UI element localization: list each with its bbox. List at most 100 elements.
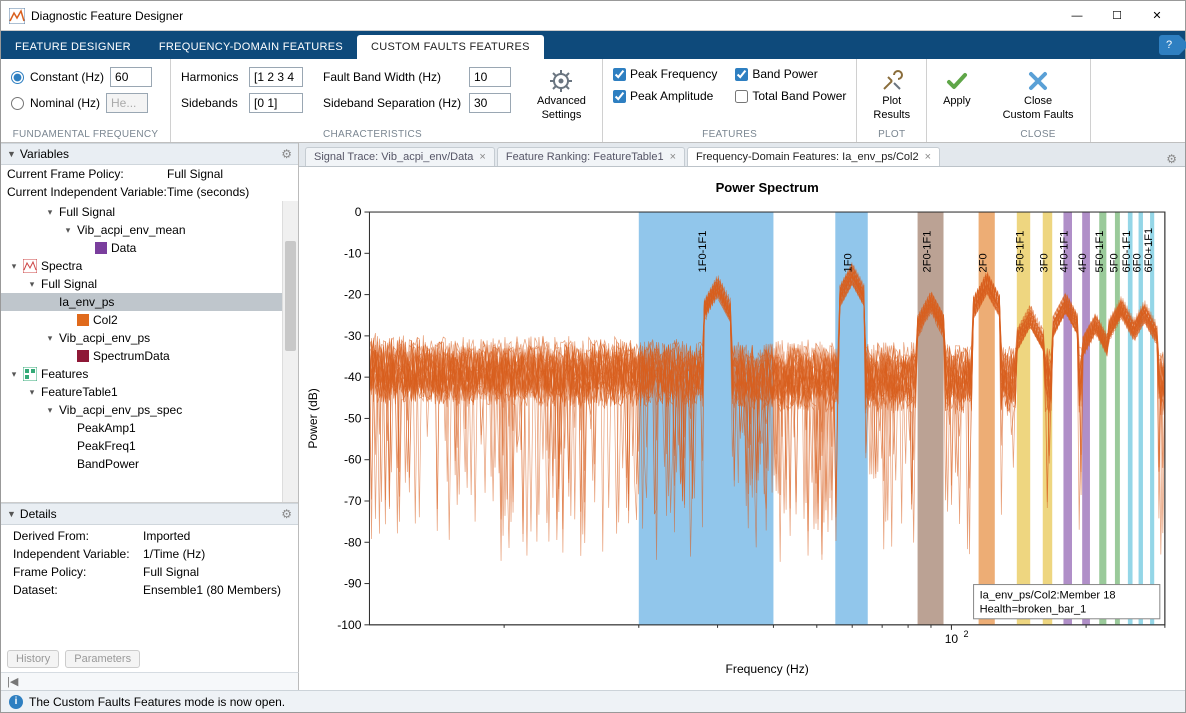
details-header[interactable]: ▼ Details ⚙ [1,503,298,525]
harmonics-label: Harmonics [181,70,243,84]
svg-text:4F0: 4F0 [1077,253,1089,272]
total-band-power-check[interactable] [735,90,748,103]
peak-amplitude-check[interactable] [613,90,626,103]
svg-text:3F0: 3F0 [1038,253,1050,272]
tree-node[interactable]: ▾FeatureTable1 [1,383,298,401]
document-tabs: Signal Trace: Vib_acpi_env/Data× Feature… [299,143,1185,167]
ribbon-tabstrip: FEATURE DESIGNER FREQUENCY-DOMAIN FEATUR… [1,31,1185,59]
tab-custom-faults-features[interactable]: CUSTOM FAULTS FEATURES [357,35,544,59]
apply-button[interactable]: Apply [937,67,977,123]
tree-node[interactable]: ▾Vib_acpi_env_ps [1,329,298,347]
minimize-button[interactable]: — [1057,5,1097,27]
svg-text:-60: -60 [344,453,362,467]
svg-text:Power Spectrum: Power Spectrum [716,180,819,195]
variables-tree[interactable]: ▾Full Signal▾Vib_acpi_env_meanData▾Spect… [1,201,298,502]
tree-node[interactable]: ▾Spectra [1,257,298,275]
close-caption: CLOSE [997,129,1080,140]
frame-policy-value: Full Signal [167,167,223,181]
help-button[interactable]: ? [1159,35,1179,55]
parameters-button[interactable]: Parameters [65,650,140,668]
tree-node[interactable]: PeakAmp1 [1,419,298,437]
tree-node[interactable]: ▾Full Signal [1,275,298,293]
sidebands-input[interactable] [249,93,303,113]
total-band-power-label: Total Band Power [752,89,846,103]
window-title: Diagnostic Feature Designer [31,9,1057,23]
tree-node[interactable]: ▾Vib_acpi_env_mean [1,221,298,239]
svg-text:-90: -90 [344,577,362,591]
svg-text:Health=broken_bar_1: Health=broken_bar_1 [980,604,1087,616]
doctab-signal-trace[interactable]: Signal Trace: Vib_acpi_env/Data× [305,147,495,166]
doctabs-gear-icon[interactable]: ⚙ [1166,152,1177,166]
svg-text:1F0-1F1: 1F0-1F1 [697,231,709,273]
tab-feature-designer[interactable]: FEATURE DESIGNER [1,35,145,59]
collapse-icon: ▼ [7,149,16,159]
tree-node[interactable]: Col2 [1,311,298,329]
right-panel: Signal Trace: Vib_acpi_env/Data× Feature… [299,143,1185,690]
maximize-button[interactable]: ☐ [1097,5,1137,27]
svg-text:2F0: 2F0 [978,253,990,272]
nominal-radio[interactable] [11,97,24,110]
svg-text:-40: -40 [344,370,362,384]
constant-radio[interactable] [11,71,24,84]
tab-frequency-domain-features[interactable]: FREQUENCY-DOMAIN FEATURES [145,35,357,59]
tree-scrollbar[interactable] [282,201,298,502]
details-gear-icon[interactable]: ⚙ [281,507,292,521]
rewind-bar[interactable]: |◀ [1,672,299,690]
tree-node[interactable]: SpectrumData [1,347,298,365]
doctab-feature-ranking[interactable]: Feature Ranking: FeatureTable1× [497,147,685,166]
svg-text:3F0-1F1: 3F0-1F1 [1015,231,1027,273]
tree-node[interactable]: PeakFreq1 [1,437,298,455]
nominal-label: Nominal (Hz) [30,96,100,110]
nominal-input[interactable] [106,93,148,113]
plot-caption: PLOT [867,129,916,140]
status-text: The Custom Faults Features mode is now o… [29,695,285,709]
close-icon [1026,69,1050,93]
features-caption: FEATURES [613,129,846,140]
toolstrip: Constant (Hz) Nominal (Hz) FUNDAMENTAL F… [1,59,1185,143]
plot-area[interactable]: -100-90-80-70-60-50-40-30-20-1001021F0-1… [299,167,1185,690]
tools-icon [880,69,904,93]
peak-frequency-check[interactable] [613,68,626,81]
constant-input[interactable] [110,67,152,87]
close-tab-icon[interactable]: × [479,151,485,163]
plot-results-button[interactable]: Plot Results [867,67,916,123]
variables-header[interactable]: ▼ Variables ⚙ [1,143,298,165]
harmonics-input[interactable] [249,67,303,87]
close-tab-icon[interactable]: × [925,151,931,163]
svg-text:1F0: 1F0 [843,253,855,272]
svg-text:-20: -20 [344,288,362,302]
tree-node[interactable]: Data [1,239,298,257]
close-window-button[interactable]: ✕ [1137,5,1177,27]
svg-text:-100: -100 [337,618,361,632]
constant-label: Constant (Hz) [30,70,104,84]
svg-text:-30: -30 [344,329,362,343]
svg-text:Ia_env_ps/Col2:Member 18: Ia_env_ps/Col2:Member 18 [980,590,1116,602]
svg-text:-50: -50 [344,411,362,425]
tree-node[interactable]: ▾Vib_acpi_env_ps_spec [1,401,298,419]
svg-text:6F0+1F1: 6F0+1F1 [1143,228,1155,273]
band-power-check[interactable] [735,68,748,81]
tree-node[interactable]: BandPower [1,455,298,473]
tree-node[interactable]: Ia_env_ps [1,293,298,311]
history-button[interactable]: History [7,650,59,668]
check-icon [945,69,969,93]
collapse-icon: ▼ [7,509,16,519]
gear-icon [549,69,573,93]
sidebands-label: Sidebands [181,96,243,110]
svg-text:0: 0 [355,205,362,219]
doctab-frequency-domain[interactable]: Frequency-Domain Features: Ia_env_ps/Col… [687,147,940,166]
sideband-sep-input[interactable] [469,93,511,113]
tree-node[interactable]: ▾Full Signal [1,203,298,221]
svg-text:-70: -70 [344,494,362,508]
faultband-width-label: Fault Band Width (Hz) [323,70,463,84]
band-power-label: Band Power [752,67,817,81]
svg-text:Power (dB): Power (dB) [306,388,320,448]
close-tab-icon[interactable]: × [670,151,676,163]
advanced-settings-button[interactable]: Advanced Settings [531,67,592,123]
variables-gear-icon[interactable]: ⚙ [281,147,292,161]
details-panel: ▼ Details ⚙ Derived From:ImportedIndepen… [1,502,298,672]
faultband-width-input[interactable] [469,67,511,87]
frame-policy-key: Current Frame Policy: [7,167,167,181]
close-custom-faults-button[interactable]: Close Custom Faults [997,67,1080,123]
tree-node[interactable]: ▾Features [1,365,298,383]
